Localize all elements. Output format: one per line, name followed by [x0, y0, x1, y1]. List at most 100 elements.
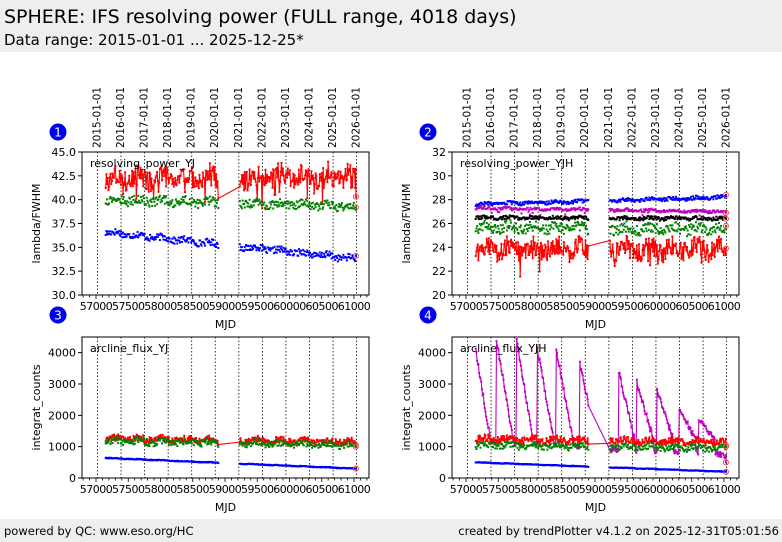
data-point-green: [309, 204, 311, 207]
data-point-red: [341, 442, 344, 445]
data-point-green: [704, 231, 707, 233]
data-point-red: [299, 181, 302, 184]
x-tick-label: 60000: [643, 300, 676, 313]
data-point-red: [568, 441, 571, 443]
data-point-red: [499, 438, 501, 440]
data-point-blue: [342, 253, 345, 256]
date-tick-label: 2023-01-01: [280, 87, 292, 148]
data-point-green: [480, 224, 483, 227]
data-point-blue: [131, 236, 134, 238]
data-point-red: [105, 173, 108, 176]
data-point-green: [140, 437, 143, 440]
data-point-red: [203, 177, 206, 180]
data-point-red: [354, 195, 357, 198]
data-point-black: [542, 216, 545, 219]
data-point-red: [245, 440, 248, 443]
data-point-magenta: [487, 426, 490, 429]
data-point-green: [644, 447, 647, 450]
data-point-red: [326, 437, 329, 440]
data-point-magenta: [638, 209, 640, 212]
data-point-red: [518, 438, 521, 441]
data-point-black: [711, 219, 714, 222]
data-point-red: [532, 235, 535, 238]
data-point-green: [575, 443, 578, 446]
data-point-blue: [165, 237, 168, 240]
data-point-magenta: [649, 426, 652, 429]
data-point-blue: [704, 197, 707, 200]
data-point-black: [556, 217, 558, 220]
data-point-red: [690, 442, 693, 444]
data-point-magenta: [510, 425, 513, 428]
data-point-blue: [120, 230, 122, 233]
data-point-blue: [696, 197, 699, 200]
data-point-blue: [558, 201, 561, 204]
data-point-red: [148, 436, 151, 439]
data-point-magenta: [708, 433, 711, 436]
data-point-red: [348, 170, 351, 173]
data-point-green: [574, 221, 577, 224]
data-point-magenta: [566, 408, 569, 411]
data-point-blue: [348, 253, 351, 256]
data-point-blue: [574, 200, 577, 203]
data-point-green: [217, 445, 220, 448]
data-point-red: [661, 249, 664, 251]
data-point-green: [556, 445, 558, 448]
data-point-green: [476, 442, 479, 445]
last-point-marker: [352, 443, 359, 450]
data-point-green: [203, 438, 206, 441]
data-point-red: [120, 183, 122, 186]
data-point-green: [515, 222, 517, 225]
data-point-red: [583, 436, 586, 439]
last-point-marker: [352, 465, 359, 472]
data-point-black: [574, 218, 577, 221]
data-point-magenta: [545, 400, 548, 403]
data-point-green: [117, 436, 120, 439]
data-point-magenta: [628, 412, 631, 415]
data-point-magenta: [486, 207, 489, 210]
data-point-red: [656, 244, 659, 247]
data-point-green: [685, 227, 688, 230]
data-point-red: [245, 172, 248, 175]
data-point-green: [526, 230, 529, 233]
data-point-green: [108, 439, 111, 442]
data-point-blue: [304, 254, 307, 257]
data-point-black: [576, 217, 579, 220]
data-point-green: [241, 199, 244, 202]
data-point-red: [270, 440, 273, 443]
data-point-green: [490, 230, 493, 233]
data-point-red: [153, 437, 156, 440]
data-point-magenta: [706, 212, 709, 215]
data-point-red: [551, 252, 554, 255]
data-point-magenta: [554, 207, 557, 210]
data-point-green: [133, 442, 136, 445]
data-point-magenta: [490, 208, 492, 211]
data-point-green: [348, 445, 350, 448]
data-point-red: [268, 180, 271, 183]
data-point-red: [339, 170, 342, 173]
data-point-magenta: [724, 211, 727, 214]
data-point-red: [293, 440, 295, 443]
data-point-red: [523, 248, 526, 251]
data-point-red: [531, 257, 534, 260]
data-point-red: [330, 440, 333, 443]
data-point-red: [111, 172, 114, 175]
data-point-green: [117, 442, 120, 444]
data-point-green: [291, 201, 293, 204]
data-point-green: [531, 229, 534, 232]
data-point-red: [574, 238, 577, 241]
data-point-magenta: [674, 449, 677, 452]
data-point-black: [573, 215, 576, 218]
data-point-green: [208, 203, 211, 206]
data-point-red: [162, 168, 165, 171]
data-point-red: [667, 238, 670, 241]
data-point-red: [620, 441, 623, 444]
data-point-blue: [199, 239, 202, 242]
date-tick-label: 2015-01-01: [91, 87, 103, 148]
data-point-blue: [217, 462, 220, 465]
data-point-green: [647, 447, 650, 450]
data-point-green: [169, 440, 172, 443]
data-point-black: [708, 216, 711, 219]
data-point-red: [354, 168, 357, 171]
data-point-magenta: [648, 425, 651, 428]
